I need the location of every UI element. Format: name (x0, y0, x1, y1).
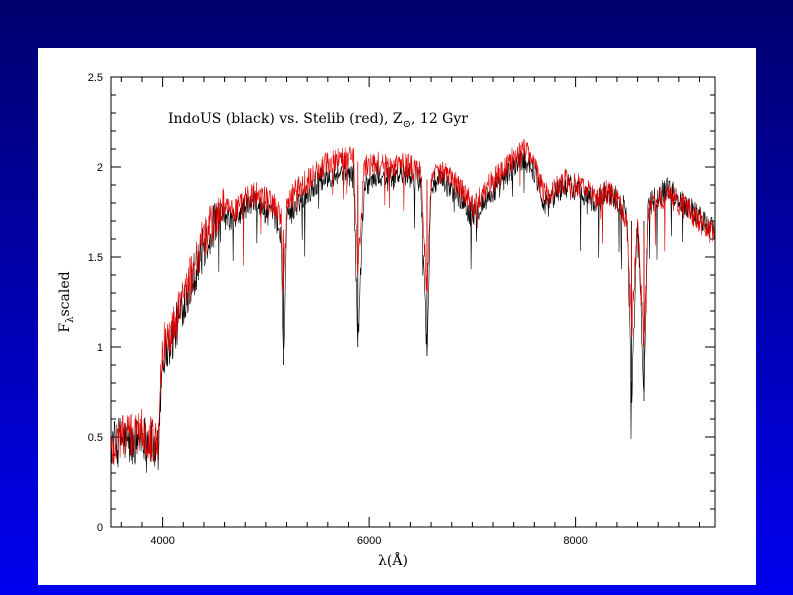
x-tick-label: 6000 (357, 535, 381, 547)
y-tick-label: 1 (97, 342, 103, 354)
y-tick-label: 0 (97, 522, 103, 534)
x-tick-label: 8000 (563, 535, 587, 547)
spectrum-chart: 4000 6000 8000 0 0.5 1 1.5 2 2.5 IndoUS (black) … (57, 72, 716, 569)
x-tick-label: 4000 (150, 535, 174, 547)
axis-ticks (111, 76, 715, 528)
y-tick-label: 0.5 (88, 432, 103, 444)
axis-tick-labels: 4000 6000 8000 0 0.5 1 1.5 2 2.5 (88, 72, 588, 547)
y-tick-label: 1.5 (88, 252, 103, 264)
chart-title: IndoUS (black) vs. Stelib (red), Z⊙, 12 … (168, 111, 468, 130)
series-layer (110, 138, 716, 503)
y-tick-label: 2 (97, 162, 103, 174)
x-axis-title: λ(Å) (378, 551, 408, 569)
y-axis-title: Fλscaled (57, 271, 76, 332)
series-line-black (110, 149, 716, 503)
chart-panel: 4000 6000 8000 0 0.5 1 1.5 2 2.5 IndoUS (black) … (38, 48, 756, 585)
series-line-red (110, 138, 716, 465)
plot-frame (110, 76, 716, 528)
y-tick-label: 2.5 (88, 72, 103, 84)
